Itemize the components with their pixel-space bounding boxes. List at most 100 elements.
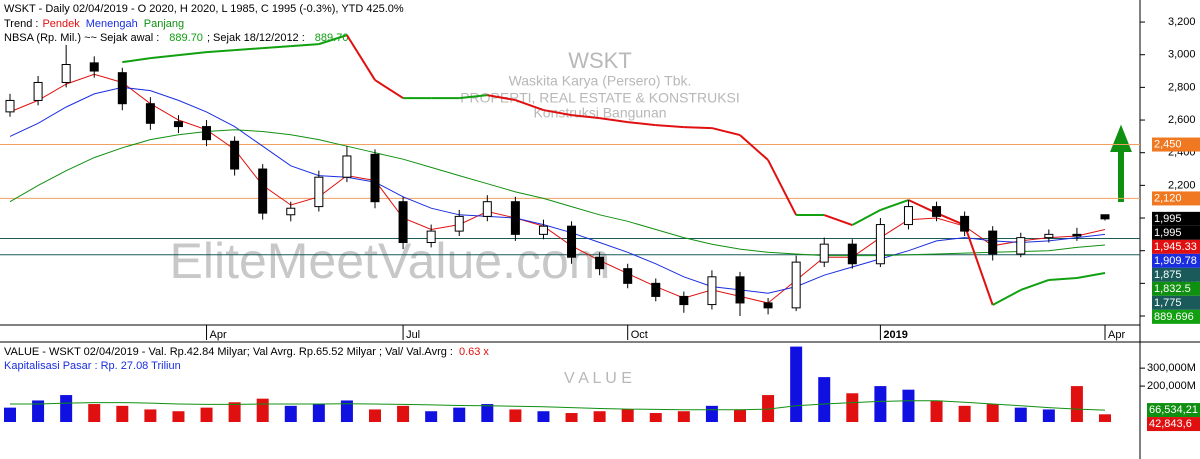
volume-bar — [340, 400, 353, 422]
watermark-panel: V A L U E — [564, 370, 632, 387]
ma-line — [9, 86, 1106, 294]
volume-bar — [369, 409, 381, 422]
value-tag — [1147, 417, 1200, 432]
candle-body — [482, 201, 492, 217]
nbsa-line — [936, 212, 966, 226]
candle-body — [426, 230, 436, 244]
y-tick-label: 300,000M — [1147, 362, 1196, 374]
volume-bar — [397, 405, 410, 422]
candle-body — [286, 207, 296, 216]
nbsa-line — [992, 289, 1022, 306]
legend-entry: Panjang — [144, 18, 184, 30]
candle-body — [538, 225, 548, 235]
candle-body — [173, 121, 183, 128]
nbsa-line: NBSA (Rp. Mil.) ~~ Sejak awal : 889.70 ; S… — [4, 32, 348, 44]
nbsa-line — [571, 114, 600, 120]
legend-entry: Pendek — [42, 18, 80, 30]
nbsa-line — [318, 34, 348, 46]
candle-body — [847, 243, 857, 265]
nbsa-line — [374, 79, 404, 99]
volume-bar — [284, 405, 297, 422]
price-tag-label: 1,909.78 — [1154, 255, 1197, 267]
value-tag-label: 42,843,6 — [1149, 418, 1192, 430]
nbsa-line — [346, 34, 376, 81]
candle-body — [960, 215, 970, 232]
nbsa-value: 889.70 — [315, 32, 349, 44]
price-tag-label: 889.696 — [1154, 311, 1194, 323]
x-tick-label: Apr — [210, 329, 227, 341]
candle-body — [370, 153, 380, 203]
header-line: WSKT - Daily 02/04/2019 - O 2020, H 2020… — [4, 3, 404, 15]
candle-body — [258, 168, 268, 214]
candle-body — [89, 62, 99, 72]
candle-body — [202, 126, 212, 141]
volume-bar — [677, 411, 690, 422]
volume-bar — [172, 411, 185, 422]
volume-bar — [509, 409, 522, 422]
nbsa-line — [150, 54, 179, 60]
watermark-company: Waskita Karya (Persero) Tbk. — [509, 73, 692, 89]
candle-body — [1072, 233, 1082, 237]
up-arrow — [1110, 124, 1132, 202]
candle-body — [819, 243, 829, 263]
price-tag-label: 1,995 — [1154, 213, 1182, 225]
y-tick-label: 3,200 — [1168, 16, 1196, 28]
volume-bar — [930, 400, 943, 422]
nbsa-line — [599, 117, 628, 124]
price-tag-label: 2,450 — [1154, 138, 1182, 150]
volume-bar — [874, 386, 887, 422]
y-tick-label: 2,600 — [1168, 114, 1196, 126]
ma-line — [9, 73, 1106, 304]
price-tag-label: 1,832.5 — [1154, 283, 1191, 295]
nbsa-line — [122, 57, 151, 64]
volume-bar — [1099, 414, 1111, 422]
volume-bar — [593, 411, 606, 422]
candle-body — [595, 256, 605, 270]
volume-bar — [818, 377, 831, 422]
price-tag — [1152, 137, 1200, 152]
watermark: WSKT Waskita Karya (Persero) Tbk. PROPER… — [170, 48, 740, 387]
volume-bar — [902, 389, 915, 422]
volume-bar — [228, 402, 241, 422]
nbsa-line — [290, 43, 319, 48]
watermark-subsector: Konstruksi Bangunan — [533, 105, 666, 121]
nbsa-line — [767, 159, 798, 216]
price-tag-label: 2,120 — [1154, 192, 1182, 204]
x-tick-label: Jul — [406, 329, 420, 341]
value-text: VALUE - WSKT 02/04/2019 - Val. Rp.42.84 … — [4, 346, 453, 358]
nbsa-line — [206, 49, 235, 54]
volume-bar — [1070, 386, 1083, 422]
nbsa-line — [459, 94, 488, 100]
volume-bar — [481, 404, 494, 422]
candle-body — [454, 215, 464, 232]
volume-bar — [790, 346, 803, 422]
nbsa-label: ; Sejak 18/12/2012 : — [207, 32, 305, 44]
nbsa-line — [1076, 272, 1106, 279]
candle-body — [988, 230, 998, 255]
volume-bar — [4, 407, 16, 422]
volume-bar — [986, 404, 999, 422]
nbsa-line — [543, 109, 572, 117]
candle-body — [5, 99, 15, 113]
volume-bar — [453, 407, 466, 422]
price-tag-label: 1,995 — [1154, 227, 1182, 239]
price-tag — [1152, 225, 1200, 240]
volume-bar — [649, 413, 662, 422]
nbsa-line — [739, 134, 769, 161]
nbsa-line — [515, 99, 544, 112]
price-tag-label: 1,875 — [1154, 269, 1182, 281]
candle-body — [1044, 233, 1054, 239]
volume-bar — [621, 409, 634, 422]
candle-body — [33, 81, 43, 101]
candle-body — [342, 155, 352, 178]
watermark-site: EliteMeetValue.com — [170, 233, 611, 289]
candle-body — [510, 201, 520, 235]
volume-bar — [144, 409, 157, 422]
volume-bar — [200, 407, 213, 422]
y-tick-label: 3,000 — [1168, 49, 1196, 61]
value-tag — [1147, 403, 1200, 418]
nbsa-line — [823, 214, 853, 226]
price-tag — [1152, 309, 1200, 324]
candle-body — [145, 103, 155, 124]
nbsa-line — [908, 199, 937, 214]
